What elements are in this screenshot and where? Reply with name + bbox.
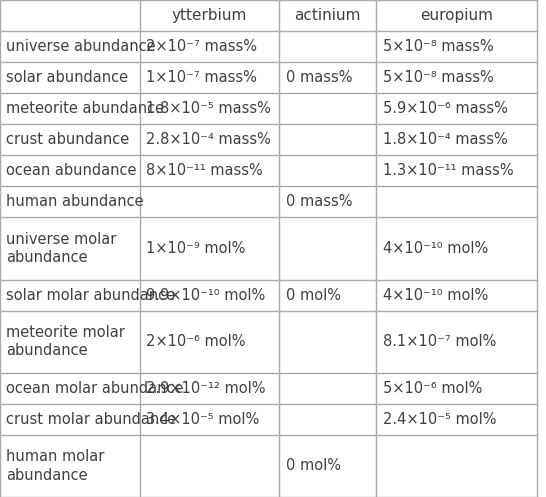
Text: 5×10⁻⁶ mol%: 5×10⁻⁶ mol% bbox=[383, 381, 482, 396]
Text: 1×10⁻⁷ mass%: 1×10⁻⁷ mass% bbox=[146, 70, 257, 85]
Text: solar molar abundance: solar molar abundance bbox=[7, 288, 176, 303]
Text: 4×10⁻¹⁰ mol%: 4×10⁻¹⁰ mol% bbox=[383, 241, 488, 256]
Text: 2.8×10⁻⁴ mass%: 2.8×10⁻⁴ mass% bbox=[146, 132, 271, 147]
Text: crust abundance: crust abundance bbox=[7, 132, 130, 147]
Text: actinium: actinium bbox=[294, 8, 361, 23]
Text: 1.8×10⁻⁵ mass%: 1.8×10⁻⁵ mass% bbox=[146, 101, 271, 116]
Text: 5×10⁻⁸ mass%: 5×10⁻⁸ mass% bbox=[383, 39, 493, 54]
Text: 1.8×10⁻⁴ mass%: 1.8×10⁻⁴ mass% bbox=[383, 132, 507, 147]
Text: 2×10⁻⁶ mol%: 2×10⁻⁶ mol% bbox=[146, 334, 246, 349]
Text: 5×10⁻⁸ mass%: 5×10⁻⁸ mass% bbox=[383, 70, 493, 85]
Text: universe molar
abundance: universe molar abundance bbox=[7, 232, 117, 265]
Text: 2.4×10⁻⁵ mol%: 2.4×10⁻⁵ mol% bbox=[383, 412, 496, 427]
Text: 1×10⁻⁹ mol%: 1×10⁻⁹ mol% bbox=[146, 241, 246, 256]
Text: 0 mass%: 0 mass% bbox=[286, 70, 352, 85]
Text: 9.9×10⁻¹⁰ mol%: 9.9×10⁻¹⁰ mol% bbox=[146, 288, 265, 303]
Text: 0 mol%: 0 mol% bbox=[286, 288, 341, 303]
Text: meteorite molar
abundance: meteorite molar abundance bbox=[7, 325, 126, 358]
Text: ytterbium: ytterbium bbox=[172, 8, 247, 23]
Text: 1.3×10⁻¹¹ mass%: 1.3×10⁻¹¹ mass% bbox=[383, 164, 513, 178]
Text: solar abundance: solar abundance bbox=[7, 70, 128, 85]
Text: europium: europium bbox=[420, 8, 493, 23]
Text: 8×10⁻¹¹ mass%: 8×10⁻¹¹ mass% bbox=[146, 164, 263, 178]
Text: 0 mol%: 0 mol% bbox=[286, 458, 341, 474]
Text: 3.4×10⁻⁵ mol%: 3.4×10⁻⁵ mol% bbox=[146, 412, 259, 427]
Text: ocean molar abundance: ocean molar abundance bbox=[7, 381, 184, 396]
Text: universe abundance: universe abundance bbox=[7, 39, 156, 54]
Text: ocean abundance: ocean abundance bbox=[7, 164, 137, 178]
Text: 8.1×10⁻⁷ mol%: 8.1×10⁻⁷ mol% bbox=[383, 334, 496, 349]
Text: 0 mass%: 0 mass% bbox=[286, 194, 352, 209]
Text: crust molar abundance: crust molar abundance bbox=[7, 412, 177, 427]
Text: 5.9×10⁻⁶ mass%: 5.9×10⁻⁶ mass% bbox=[383, 101, 507, 116]
Text: 2×10⁻⁷ mass%: 2×10⁻⁷ mass% bbox=[146, 39, 257, 54]
Text: human abundance: human abundance bbox=[7, 194, 144, 209]
Text: meteorite abundance: meteorite abundance bbox=[7, 101, 164, 116]
Text: 4×10⁻¹⁰ mol%: 4×10⁻¹⁰ mol% bbox=[383, 288, 488, 303]
Text: human molar
abundance: human molar abundance bbox=[7, 449, 105, 483]
Text: 2.9×10⁻¹² mol%: 2.9×10⁻¹² mol% bbox=[146, 381, 266, 396]
